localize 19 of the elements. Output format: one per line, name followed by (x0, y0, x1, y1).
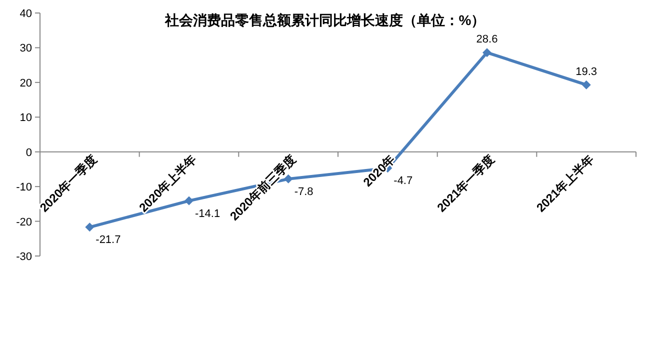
y-tick-label: -20 (16, 216, 32, 228)
y-tick-label: 40 (20, 8, 32, 20)
y-tick-label: 0 (26, 146, 32, 159)
chart-title: 社会消费品零售总额累计同比增长速度（单位：%） (164, 12, 486, 28)
y-tick-label: 30 (20, 42, 32, 55)
data-label: -14.1 (195, 208, 220, 220)
data-label: 28.6 (476, 34, 498, 46)
data-label: -4.7 (394, 175, 413, 188)
data-label: -21.7 (96, 234, 121, 246)
data-label: 19.3 (576, 66, 598, 78)
y-tick-label: 20 (20, 77, 32, 90)
y-tick-label: -10 (16, 182, 32, 194)
y-tick-label: -30 (16, 251, 32, 263)
point (482, 48, 492, 58)
point (582, 80, 591, 90)
data-label: -7.8 (294, 186, 314, 198)
y-tick-label: 10 (20, 112, 32, 124)
point (184, 196, 194, 206)
point (85, 222, 94, 232)
